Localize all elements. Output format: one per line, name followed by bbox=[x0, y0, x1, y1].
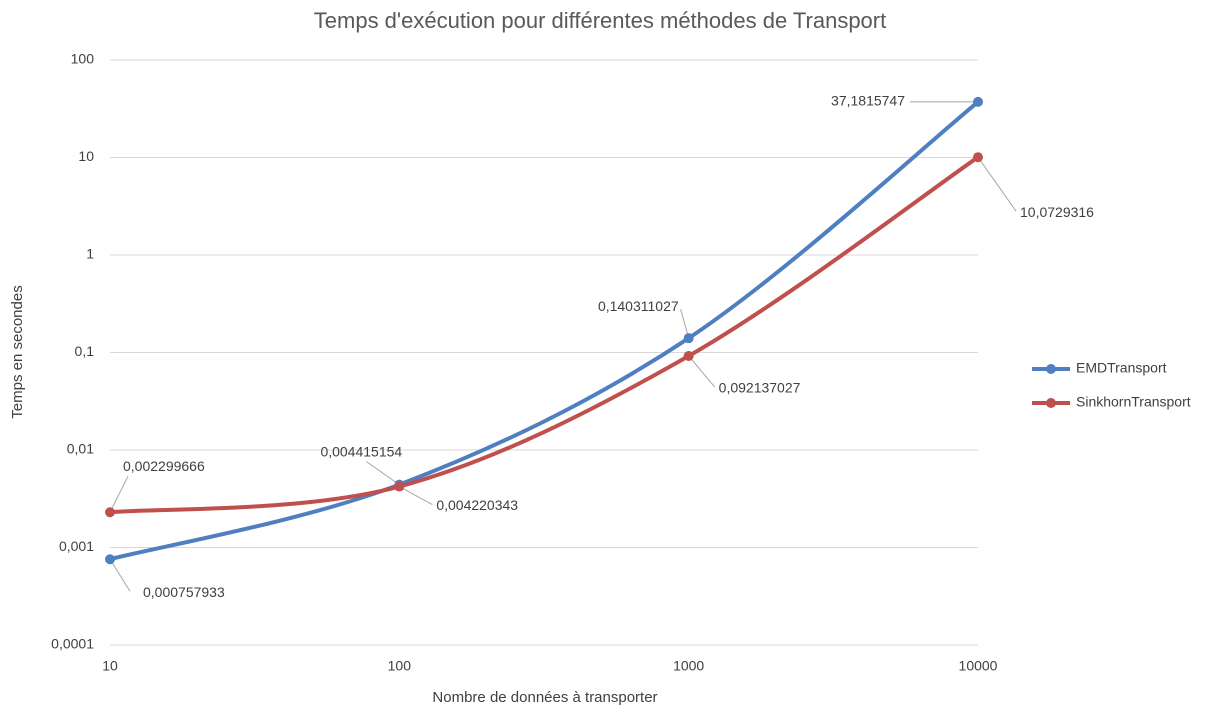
data-point bbox=[105, 554, 115, 565]
data-label: 0,092137027 bbox=[719, 380, 801, 396]
data-point bbox=[105, 507, 115, 518]
legend-label: EMDTransport bbox=[1076, 360, 1167, 376]
y-tick-label: 10 bbox=[78, 148, 94, 164]
leader-line bbox=[977, 156, 1017, 212]
leader-line bbox=[109, 558, 131, 592]
data-point bbox=[683, 333, 694, 344]
data-label: 0,140311027 bbox=[598, 298, 679, 314]
data-label: 37,1815747 bbox=[831, 93, 905, 109]
data-label: 0,000757933 bbox=[143, 584, 225, 600]
leader-line bbox=[680, 309, 690, 339]
data-point bbox=[973, 96, 983, 107]
data-point bbox=[973, 152, 983, 163]
x-tick-label: 10000 bbox=[959, 658, 998, 674]
leader-line bbox=[109, 476, 129, 513]
data-point bbox=[394, 481, 405, 492]
y-tick-label: 1 bbox=[86, 246, 94, 262]
leader-line bbox=[366, 461, 400, 486]
data-point bbox=[683, 350, 694, 361]
y-tick-label: 0,1 bbox=[75, 343, 95, 359]
series-line bbox=[109, 155, 980, 515]
y-tick-label: 0,001 bbox=[59, 538, 94, 554]
y-tick-label: 0,0001 bbox=[51, 636, 94, 652]
y-axis-title: Temps en secondes bbox=[9, 285, 26, 418]
x-tick-label: 1000 bbox=[673, 658, 704, 674]
data-label: 10,0729316 bbox=[1020, 204, 1094, 220]
x-tick-label: 10 bbox=[102, 658, 118, 674]
chart-title: Temps d'exécution pour différentes métho… bbox=[314, 8, 886, 33]
legend-marker bbox=[1046, 364, 1056, 374]
leader-line bbox=[399, 486, 433, 505]
x-axis-title: Nombre de données à transporter bbox=[432, 689, 657, 706]
y-tick-label: 100 bbox=[71, 51, 95, 67]
series-line bbox=[109, 100, 980, 562]
data-label: 0,004220343 bbox=[436, 497, 518, 513]
legend-marker bbox=[1046, 398, 1056, 408]
data-label: 0,002299666 bbox=[123, 458, 205, 474]
y-tick-label: 0,01 bbox=[67, 441, 94, 457]
data-label: 0,004415154 bbox=[320, 443, 402, 459]
x-tick-label: 100 bbox=[388, 658, 412, 674]
leader-line bbox=[688, 355, 716, 388]
legend-label: SinkhornTransport bbox=[1076, 394, 1191, 410]
